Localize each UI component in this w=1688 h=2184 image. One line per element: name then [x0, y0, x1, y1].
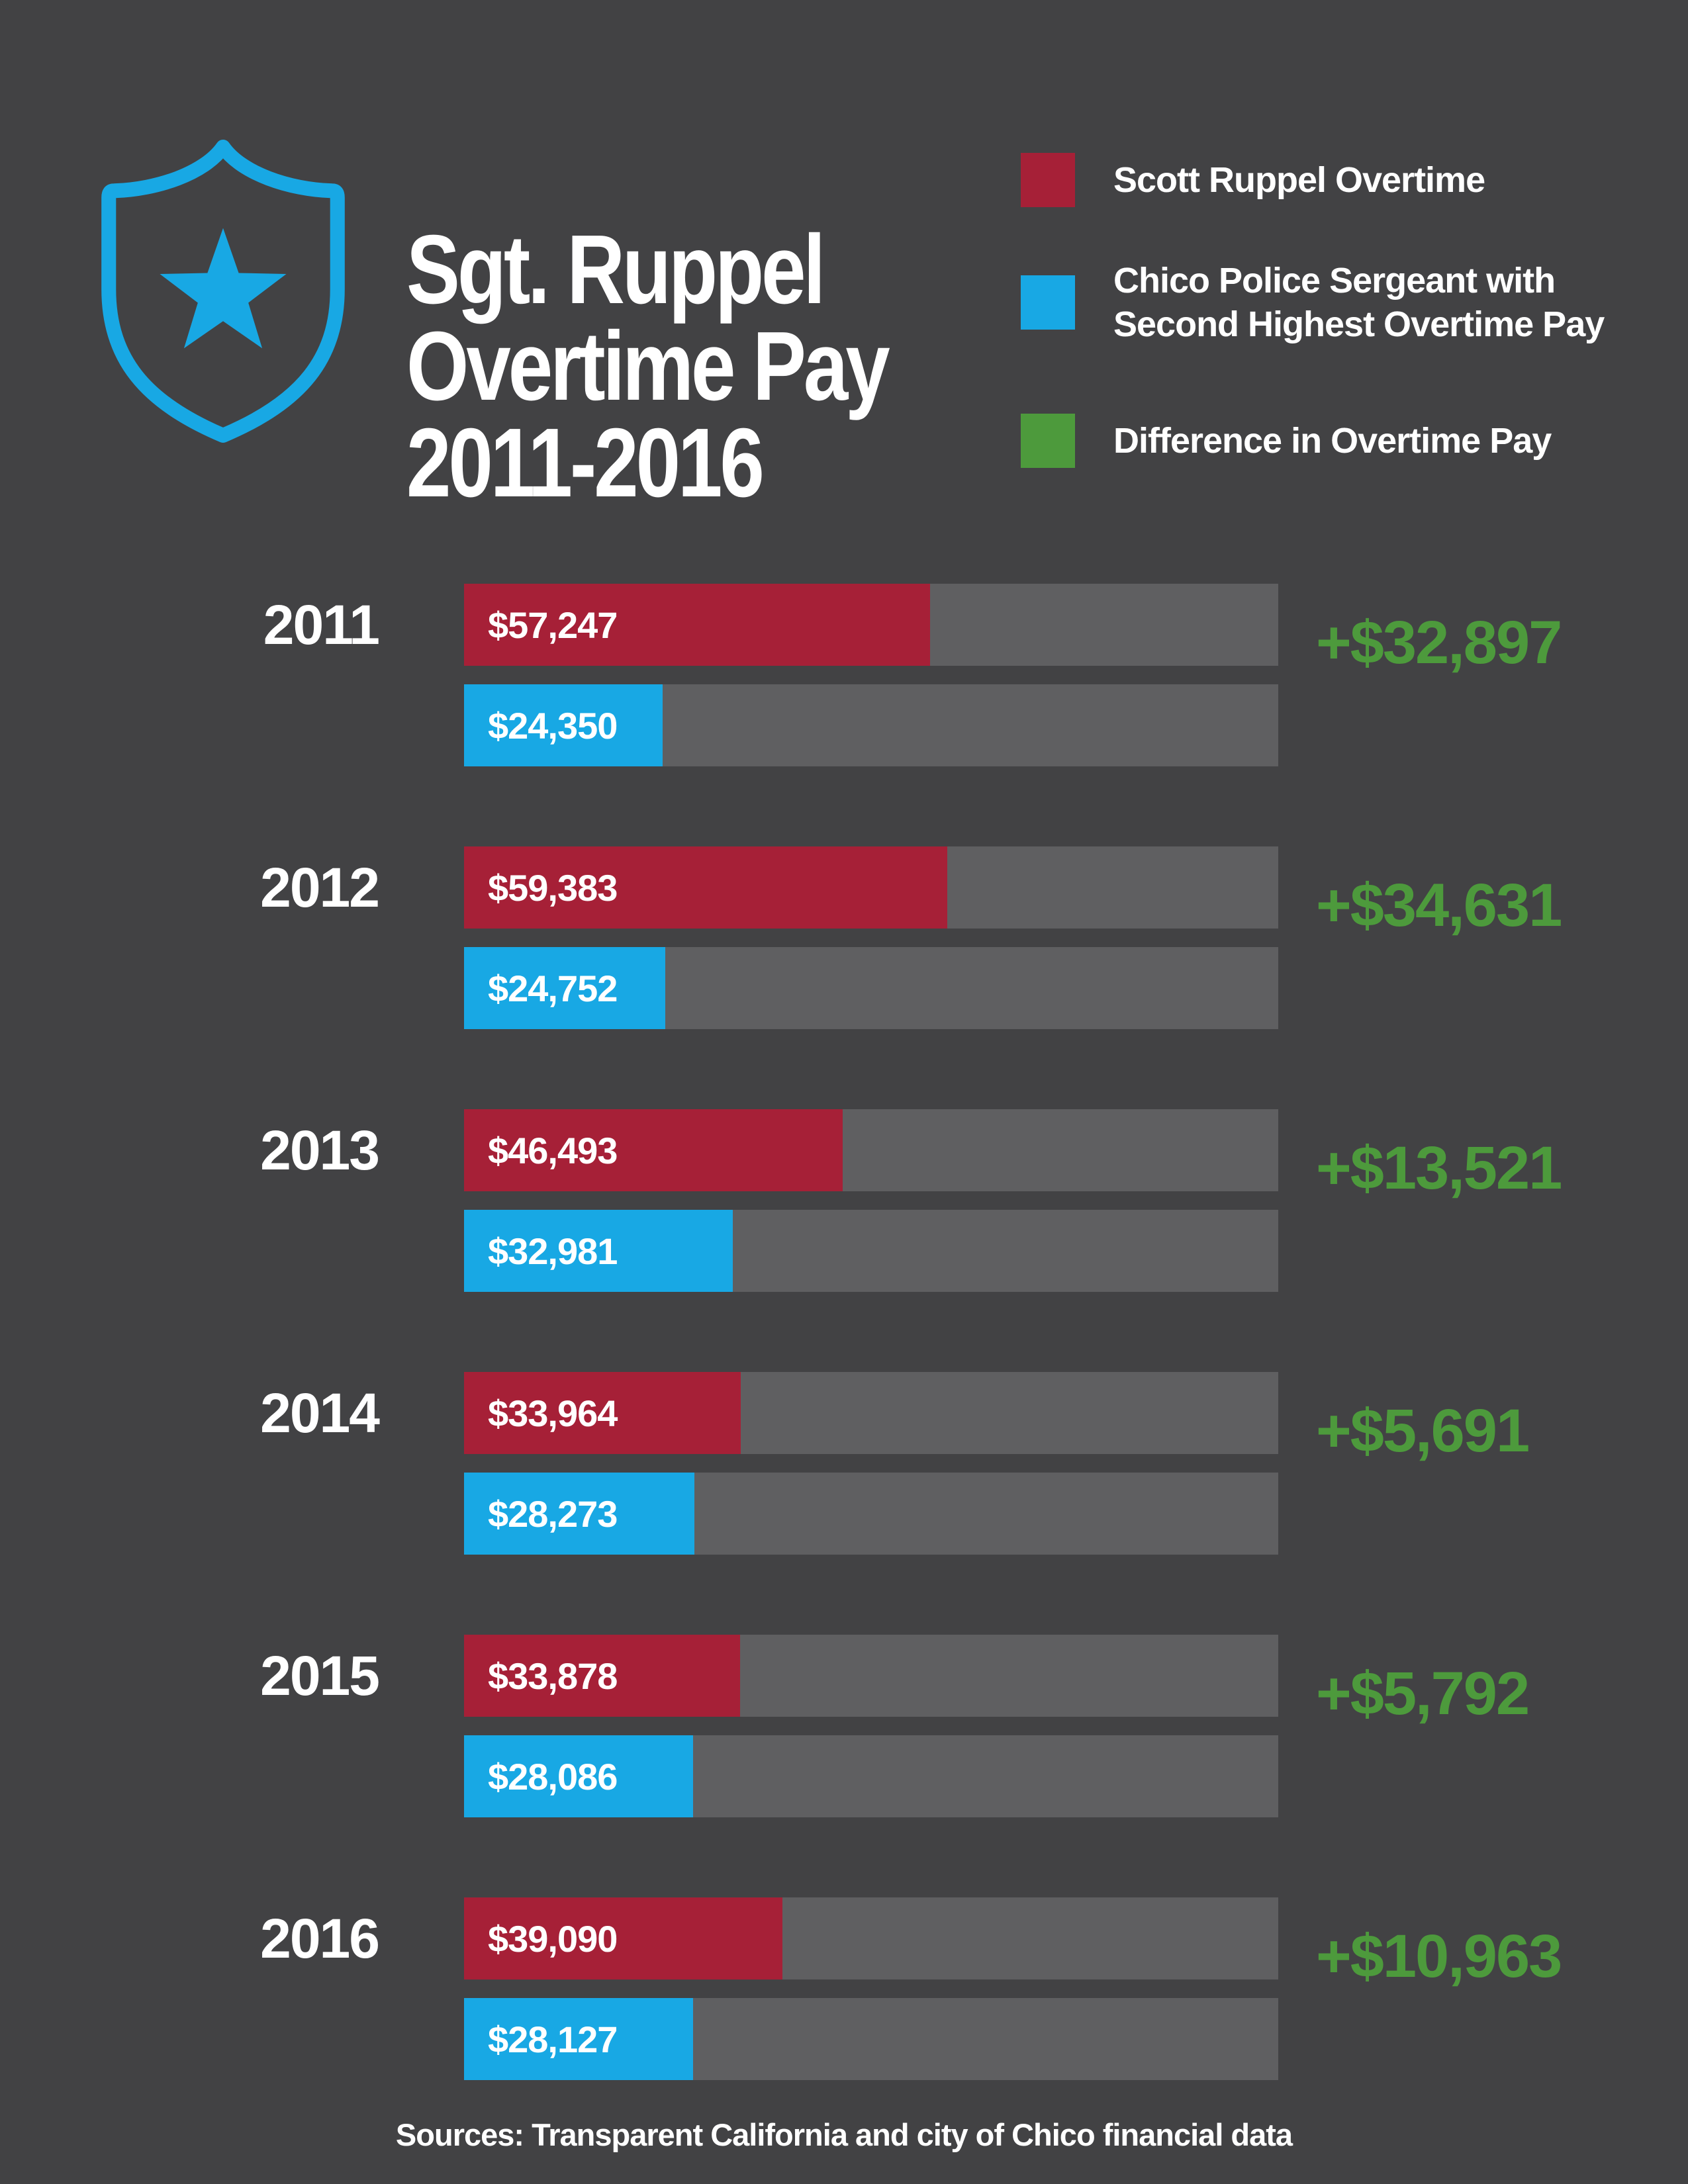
legend-label: Difference in Overtime Pay — [1113, 421, 1552, 461]
second-bar: $24,752 — [464, 947, 666, 1029]
page-title-line: Overtime Pay — [406, 312, 890, 422]
second-bar: $28,127 — [464, 1998, 693, 2080]
second-bar: $28,086 — [464, 1735, 693, 1817]
year-group: 2015 $33,878 $28,086 +$5,792 — [0, 1635, 1688, 1817]
police-shield-icon — [101, 140, 345, 443]
year-group: 2013 $46,493 $32,981 +$13,521 — [0, 1109, 1688, 1292]
difference-label: +$13,521 — [1316, 1134, 1562, 1202]
ruppel-bar: $33,964 — [464, 1372, 741, 1454]
ruppel-bar-value: $46,493 — [488, 1129, 618, 1171]
second-bar-value: $24,752 — [488, 967, 618, 1009]
year-label: 2015 — [260, 1644, 380, 1707]
ruppel-bar-track: $39,090 — [464, 1897, 1278, 1979]
ruppel-bar: $39,090 — [464, 1897, 782, 1979]
legend-item-difference: Difference in Overtime Pay — [1021, 414, 1604, 468]
bar-pair: $33,964 $28,273 — [464, 1372, 1278, 1555]
ruppel-bar-value: $39,090 — [488, 1917, 618, 1960]
page-title-line: Sgt. Ruppel — [406, 215, 825, 325]
star-icon — [160, 228, 287, 349]
second-bar: $32,981 — [464, 1210, 733, 1292]
second-bar-track: $32,981 — [464, 1210, 1278, 1292]
bar-pair: $57,247 $24,350 — [464, 584, 1278, 766]
year-group: 2012 $59,383 $24,752 +$34,631 — [0, 846, 1688, 1029]
second-bar-track: $28,127 — [464, 1998, 1278, 2080]
page-title-line: 2011-2016 — [406, 408, 765, 518]
year-label: 2014 — [260, 1381, 380, 1444]
bar-pair: $39,090 $28,127 — [464, 1897, 1278, 2080]
ruppel-bar: $59,383 — [464, 846, 948, 929]
second-bar-value: $24,350 — [488, 704, 618, 747]
bar-pair: $59,383 $24,752 — [464, 846, 1278, 1029]
legend-item-second-highest: Chico Police Sergeant with Second Highes… — [1021, 259, 1605, 346]
ruppel-bar-track: $33,878 — [464, 1635, 1278, 1717]
page-title: Sgt. Ruppel Overtime Pay 2011-2016 — [406, 215, 890, 518]
bar-chart: 2011 $57,247 $24,350 +$32,897 — [0, 584, 1688, 2160]
ruppel-bar-value: $33,964 — [488, 1392, 618, 1434]
ruppel-bar-track: $59,383 — [464, 846, 1278, 929]
legend-swatch — [1021, 414, 1075, 468]
legend-swatch — [1021, 275, 1075, 330]
source-note: Sources: Transparent California and city… — [395, 2117, 1293, 2152]
year-group: 2016 $39,090 $28,127 +$10,963 — [0, 1897, 1688, 2080]
second-bar-value: $32,981 — [488, 1230, 618, 1272]
second-bar-track: $28,086 — [464, 1735, 1278, 1817]
second-bar-track: $24,752 — [464, 947, 1278, 1029]
bar-pair: $46,493 $32,981 — [464, 1109, 1278, 1292]
second-bar: $28,273 — [464, 1473, 694, 1555]
second-bar: $24,350 — [464, 684, 663, 766]
second-bar-value: $28,273 — [488, 1492, 618, 1535]
ruppel-bar-value: $33,878 — [488, 1655, 618, 1697]
year-label: 2011 — [263, 593, 380, 656]
difference-label: +$5,792 — [1316, 1659, 1530, 1727]
ruppel-bar-track: $33,964 — [464, 1372, 1278, 1454]
difference-label: +$32,897 — [1316, 608, 1562, 676]
second-bar-value: $28,127 — [488, 2018, 618, 2060]
legend-swatch — [1021, 153, 1075, 207]
year-label: 2016 — [260, 1907, 380, 1970]
second-bar-track: $24,350 — [464, 684, 1278, 766]
second-bar-track: $28,273 — [464, 1473, 1278, 1555]
difference-label: +$5,691 — [1316, 1396, 1530, 1465]
legend: Scott Ruppel Overtime Chico Police Serge… — [1021, 153, 1605, 468]
ruppel-bar-track: $46,493 — [464, 1109, 1278, 1191]
year-label: 2012 — [260, 856, 380, 919]
difference-label: +$34,631 — [1316, 871, 1562, 939]
year-group: 2014 $33,964 $28,273 +$5,691 — [0, 1372, 1688, 1555]
difference-label: +$10,963 — [1316, 1922, 1562, 1990]
shield-outline — [101, 140, 345, 443]
legend-item-ruppel: Scott Ruppel Overtime — [1021, 153, 1604, 207]
ruppel-bar: $33,878 — [464, 1635, 740, 1717]
legend-label: Scott Ruppel Overtime — [1113, 160, 1485, 200]
ruppel-bar-value: $57,247 — [488, 604, 618, 646]
bar-pair: $33,878 $28,086 — [464, 1635, 1278, 1817]
ruppel-bar: $46,493 — [464, 1109, 843, 1191]
year-group: 2011 $57,247 $24,350 +$32,897 — [0, 584, 1688, 766]
year-label: 2013 — [260, 1118, 380, 1181]
ruppel-bar: $57,247 — [464, 584, 931, 666]
legend-label: Chico Police Sergeant with Second Highes… — [1113, 261, 1605, 344]
ruppel-bar-track: $57,247 — [464, 584, 1278, 666]
second-bar-value: $28,086 — [488, 1755, 618, 1797]
ruppel-bar-value: $59,383 — [488, 866, 618, 909]
